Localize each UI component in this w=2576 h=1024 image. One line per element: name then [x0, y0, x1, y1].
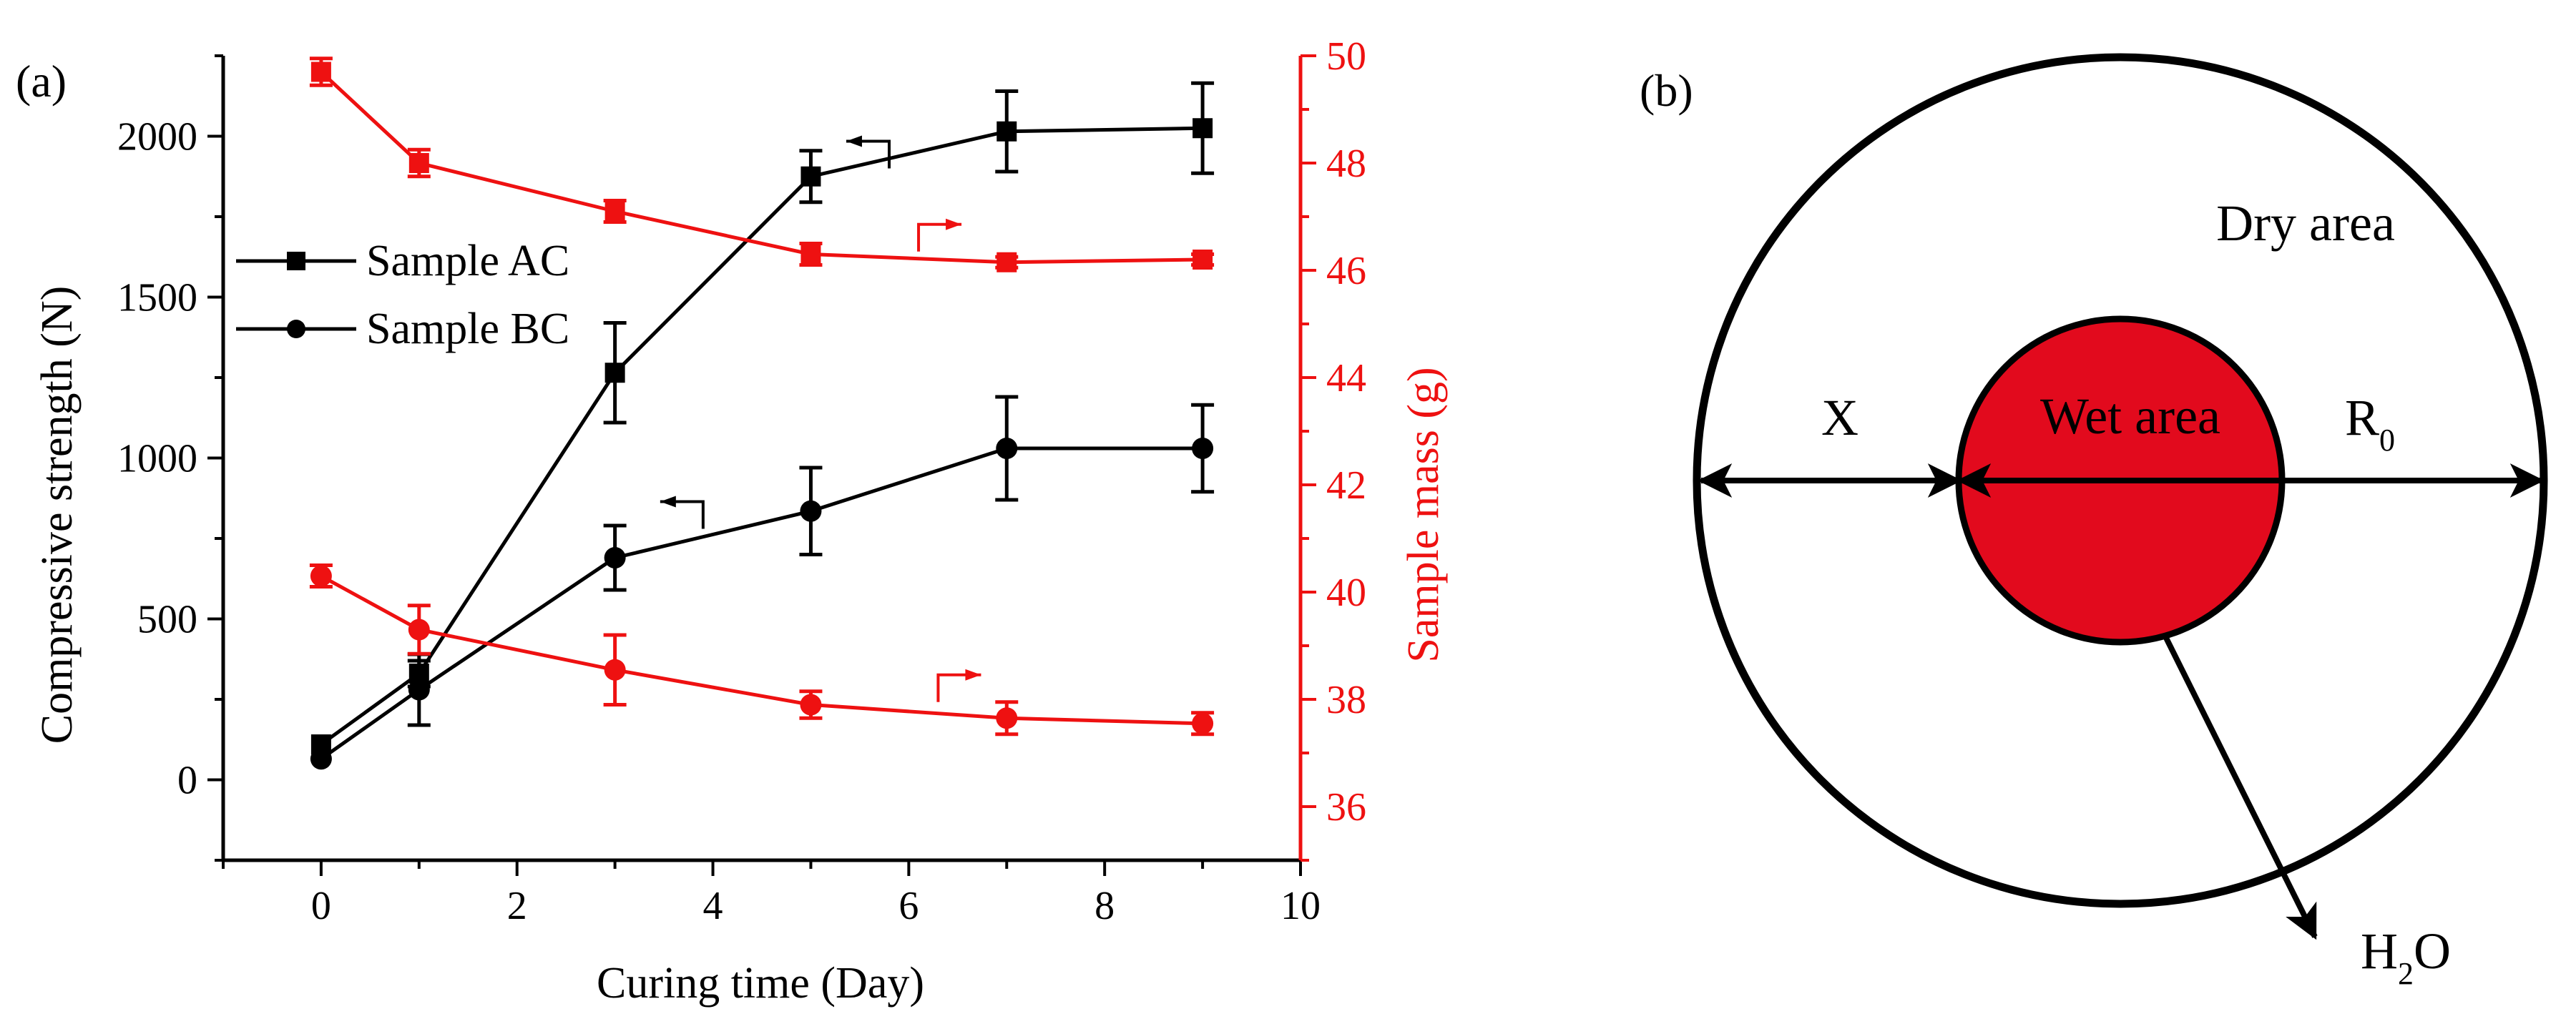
data-point — [800, 500, 822, 522]
indicator-line — [936, 673, 981, 702]
legend-marker-bc — [287, 320, 305, 338]
indicator-line — [917, 222, 962, 252]
x-tick-label: 4 — [703, 884, 723, 928]
data-point — [310, 565, 332, 587]
series-line — [320, 126, 1203, 747]
y2-axis-title: Sample mass (g) — [1399, 367, 1448, 662]
r0-subscript: 0 — [2379, 423, 2395, 458]
h2o-main: H — [2361, 922, 2398, 980]
series-line — [320, 446, 1203, 761]
series — [309, 56, 1215, 770]
y2-tick-label: 38 — [1326, 678, 1366, 722]
y-tick-label: 500 — [137, 598, 197, 642]
panel-a-label: (a) — [16, 56, 67, 107]
data-point — [996, 121, 1017, 142]
y-tick-label: 1000 — [117, 437, 197, 481]
y2-tick-label: 42 — [1326, 463, 1366, 508]
y2-tick-label: 40 — [1326, 571, 1366, 615]
x-tick-label: 0 — [311, 884, 331, 928]
y-tick-label: 0 — [177, 759, 197, 803]
x-axis-title: Curing time (Day) — [597, 959, 924, 1008]
legend: Sample AC Sample BC — [236, 237, 569, 353]
data-point — [310, 61, 331, 82]
data-point — [996, 438, 1018, 459]
wet-area-label: Wet area — [2040, 388, 2220, 445]
x-tick-label: 10 — [1280, 884, 1321, 928]
axis-indicator-left — [660, 496, 705, 529]
axis-indicator-right — [917, 218, 962, 252]
h2o-label: H2O — [2361, 922, 2451, 991]
data-point — [310, 748, 332, 770]
data-point — [1192, 712, 1214, 734]
data-point — [800, 244, 821, 265]
indicator-arrowhead — [660, 496, 676, 508]
h2o-tail: O — [2414, 922, 2451, 980]
x-tick-label: 8 — [1094, 884, 1115, 928]
data-point — [408, 679, 430, 701]
data-point — [1192, 438, 1214, 459]
h2o-subscript: 2 — [2398, 956, 2414, 991]
legend-marker-ac — [287, 252, 305, 270]
data-point — [604, 363, 625, 383]
y2-tick-label: 46 — [1326, 249, 1366, 293]
data-point — [604, 201, 625, 222]
y2-tick-label: 48 — [1326, 142, 1366, 186]
data-point — [604, 547, 626, 568]
axis-indicator-right — [936, 669, 981, 702]
data-point — [1192, 118, 1213, 139]
y2-tick-label: 36 — [1326, 785, 1366, 829]
chart-panel-a: (a) Compressive strength (N) Sample mass… — [16, 34, 1448, 1008]
diagram-panel-b: (b) Dry area Wet area X R0 H2O — [1640, 53, 2548, 991]
y-tick-label: 1500 — [117, 276, 197, 320]
indicator-arrowhead — [846, 135, 862, 147]
r0-main: R — [2345, 389, 2379, 446]
data-point — [408, 619, 430, 641]
legend-label-ac: Sample AC — [366, 237, 569, 285]
indicator-arrowhead — [946, 218, 962, 230]
series-sample-bc-mass — [309, 563, 1215, 737]
data-point — [996, 252, 1017, 272]
indicator-arrowhead — [965, 669, 981, 681]
axis-indicator-left — [846, 135, 891, 169]
dry-area-label: Dry area — [2216, 195, 2395, 252]
series-sample-ac-mass — [309, 56, 1215, 272]
data-point — [800, 166, 821, 187]
y-tick-label: 2000 — [117, 115, 197, 159]
series-line — [320, 574, 1203, 726]
data-point — [604, 659, 626, 681]
x-tick-label: 2 — [507, 884, 527, 928]
data-point — [1192, 250, 1213, 270]
r0-label: R0 — [2345, 389, 2395, 458]
data-point — [996, 707, 1018, 729]
data-point — [800, 694, 822, 716]
data-point — [408, 153, 429, 173]
x-tick-label: 6 — [898, 884, 919, 928]
y-axis-title: Compressive strength (N) — [33, 286, 82, 744]
y2-tick-label: 44 — [1326, 356, 1366, 400]
series-sample-ac — [310, 81, 1215, 754]
annotations — [660, 135, 981, 702]
y2-tick-label: 50 — [1326, 34, 1366, 79]
h2o-evaporation-arrow — [2162, 634, 2318, 940]
legend-label-bc: Sample BC — [366, 305, 569, 353]
indicator-line — [660, 500, 705, 529]
series-sample-bc — [310, 395, 1215, 770]
series-line — [320, 70, 1203, 265]
panel-b-label: (b) — [1640, 65, 1693, 116]
x-distance-label: X — [1821, 389, 1858, 446]
